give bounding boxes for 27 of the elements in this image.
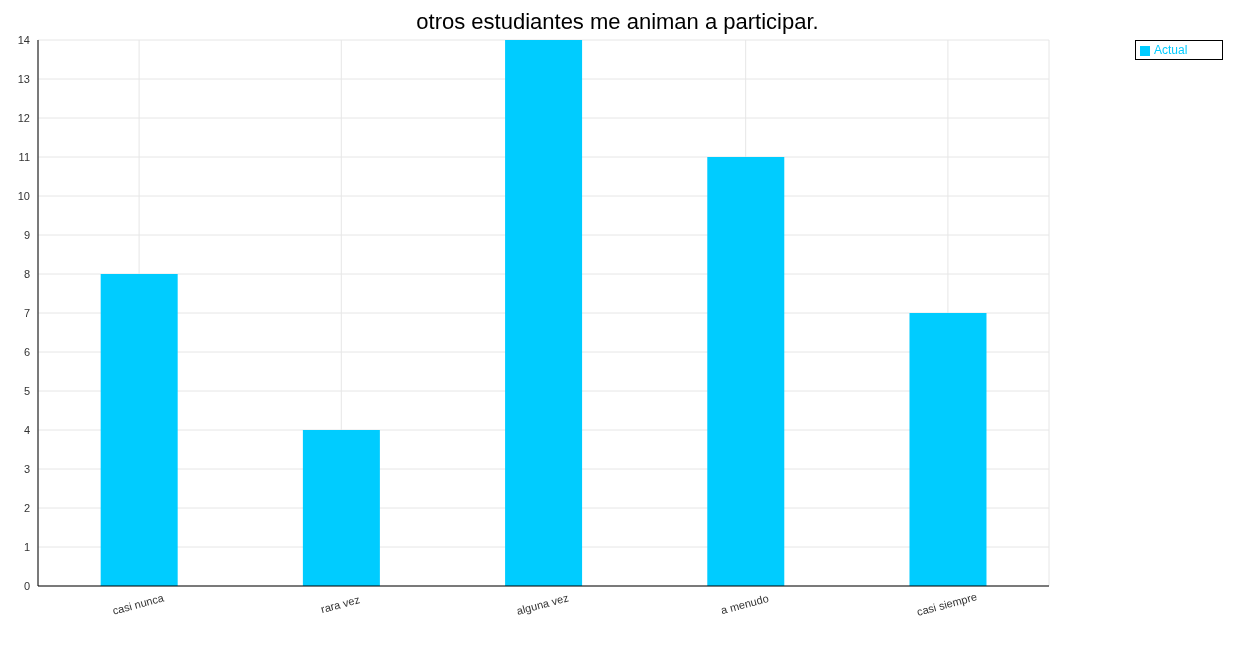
y-tick-label: 0: [23, 579, 30, 592]
y-tick-label: 14: [17, 33, 30, 46]
bar: [505, 40, 583, 586]
chart-title: otros estudiantes me animan a participar.: [416, 9, 819, 34]
x-tick-label: casi siempre: [915, 590, 979, 618]
y-tick-label: 10: [17, 189, 30, 202]
x-tick-label: rara vez: [319, 593, 362, 616]
y-tick-label: 3: [23, 462, 30, 475]
x-tick-label: casi nunca: [111, 591, 166, 617]
bar: [302, 430, 380, 586]
bar: [909, 313, 987, 586]
bar: [707, 157, 785, 586]
bar: [100, 274, 178, 586]
y-tick-label: 9: [23, 228, 30, 241]
y-tick-label: 8: [23, 267, 30, 280]
x-tick-label: alguna vez: [515, 591, 570, 617]
legend-label: Actual: [1154, 43, 1188, 57]
y-tick-label: 1: [23, 540, 30, 553]
y-tick-label: 13: [17, 72, 30, 85]
y-tick-label: 11: [18, 150, 30, 163]
y-tick-label: 5: [23, 384, 30, 397]
y-tick-label: 2: [23, 501, 30, 514]
y-tick-label: 6: [23, 345, 30, 358]
y-tick-label: 7: [23, 306, 30, 319]
x-tick-label: a menudo: [719, 592, 770, 617]
y-tick-label: 4: [23, 423, 30, 436]
y-tick-label: 12: [17, 111, 30, 124]
